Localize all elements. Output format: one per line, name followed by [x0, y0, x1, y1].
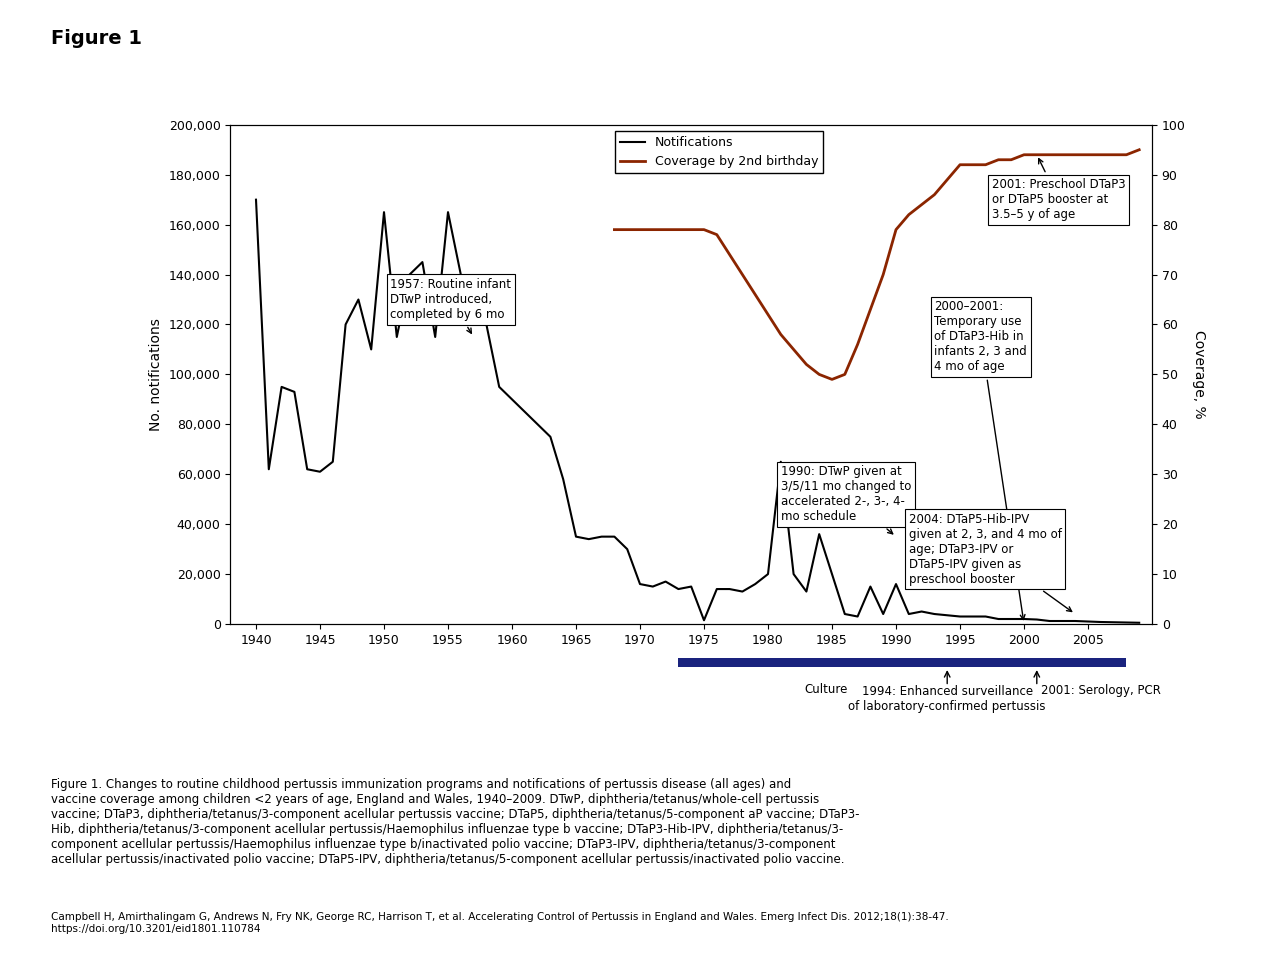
Text: 1990: DTwP given at
3/5/11 mo changed to
accelerated 2-, 3-, 4-
mo schedule: 1990: DTwP given at 3/5/11 mo changed to… — [781, 466, 911, 534]
Y-axis label: Coverage, %: Coverage, % — [1193, 330, 1207, 419]
Text: Figure 1: Figure 1 — [51, 29, 142, 48]
Text: 2001: Preschool DTaP3
or DTaP5 booster at
3.5–5 y of age: 2001: Preschool DTaP3 or DTaP5 booster a… — [992, 158, 1125, 221]
Text: Figure 1. Changes to routine childhood pertussis immunization programs and notif: Figure 1. Changes to routine childhood p… — [51, 778, 860, 866]
Text: 1994: Enhanced surveillance
of laboratory-confirmed pertussis: 1994: Enhanced surveillance of laborator… — [849, 685, 1046, 713]
Legend: Notifications, Coverage by 2nd birthday: Notifications, Coverage by 2nd birthday — [614, 132, 823, 174]
Text: Culture: Culture — [804, 683, 847, 696]
Y-axis label: No. notifications: No. notifications — [150, 318, 164, 431]
Text: 1957: Routine infant
DTwP introduced,
completed by 6 mo: 1957: Routine infant DTwP introduced, co… — [390, 278, 512, 333]
Text: 2004: DTaP5-Hib-IPV
given at 2, 3, and 4 mo of
age; DTaP3-IPV or
DTaP5-IPV given: 2004: DTaP5-Hib-IPV given at 2, 3, and 4… — [909, 513, 1071, 612]
Bar — [678, 658, 1126, 667]
Text: 2001: Serology, PCR: 2001: Serology, PCR — [1041, 684, 1161, 698]
Text: Campbell H, Amirthalingam G, Andrews N, Fry NK, George RC, Harrison T, et al. Ac: Campbell H, Amirthalingam G, Andrews N, … — [51, 912, 948, 933]
Text: 2000–2001:
Temporary use
of DTaP3-Hib in
infants 2, 3 and
4 mo of age: 2000–2001: Temporary use of DTaP3-Hib in… — [934, 300, 1027, 619]
